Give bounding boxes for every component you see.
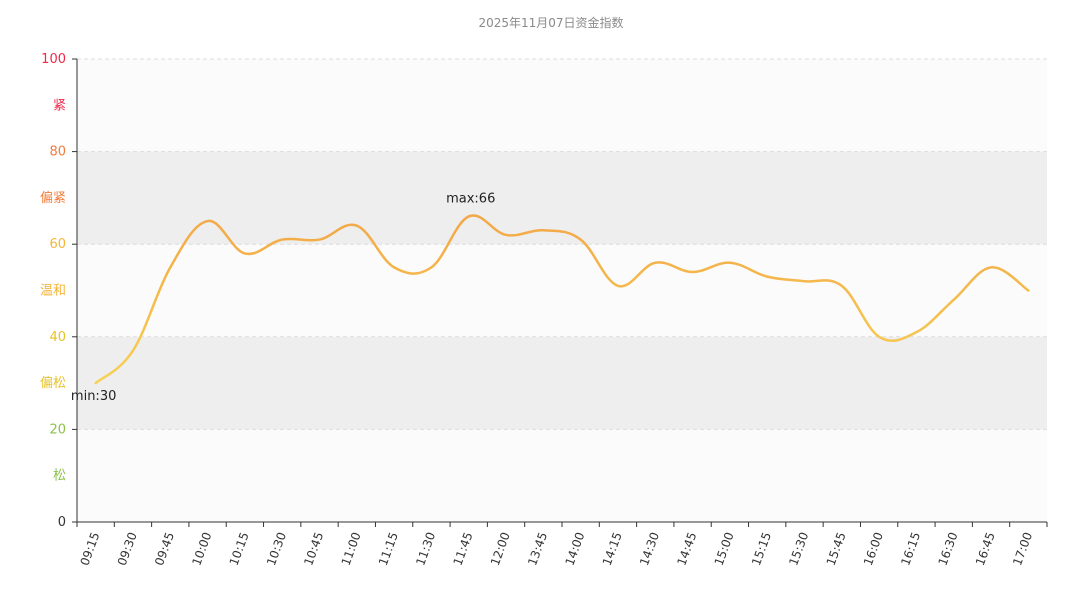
- data-point-16:45: [990, 266, 992, 268]
- y-tick-label-5: 100: [41, 52, 66, 67]
- zone-label-4: 紧: [53, 98, 66, 113]
- data-point-11:15: [393, 266, 395, 268]
- data-point-10:45: [318, 238, 320, 240]
- y-axis-ticks: 0 20 40 60 80 100: [41, 52, 77, 530]
- x-tick-label-20: 15:45: [824, 530, 849, 567]
- annotations: max:66 min:30: [71, 191, 495, 404]
- zone-labels: 松 偏松 温和 偏紧 紧: [40, 98, 66, 483]
- x-tick-label-23: 16:30: [936, 530, 961, 567]
- data-point-11:45: [468, 215, 470, 217]
- data-point-16:00: [878, 336, 880, 338]
- zone-label-2: 温和: [40, 284, 66, 299]
- x-tick-label-11: 12:00: [488, 530, 513, 567]
- data-point-15:45: [841, 285, 843, 287]
- x-tick-label-18: 15:15: [749, 530, 774, 567]
- zone-label-3: 偏紧: [40, 191, 66, 206]
- y-tick-label-2: 40: [49, 330, 66, 345]
- data-point-12:00: [505, 234, 507, 236]
- band-4: [77, 59, 1047, 152]
- x-tick-label-4: 10:15: [227, 530, 252, 567]
- x-tick-label-21: 16:00: [861, 530, 886, 567]
- data-point-11:00: [356, 224, 358, 226]
- band-0: [77, 429, 1047, 522]
- x-tick-label-8: 11:15: [376, 530, 401, 567]
- data-point-09:30: [132, 349, 134, 351]
- data-point-09:45: [169, 266, 171, 268]
- series-line: [94, 214, 1030, 385]
- x-tick-label-1: 09:30: [115, 530, 140, 567]
- x-tick-label-13: 14:00: [562, 530, 587, 567]
- y-tick-label-4: 80: [49, 145, 66, 160]
- data-point-15:00: [729, 262, 731, 264]
- x-tick-label-16: 14:45: [674, 530, 699, 567]
- x-tick-label-5: 10:30: [264, 530, 289, 567]
- min-annotation: min:30: [71, 389, 116, 404]
- band-1: [77, 336, 1047, 430]
- y-tick-label-1: 20: [49, 422, 66, 437]
- data-point-10:15: [244, 252, 246, 254]
- background-bands: [77, 59, 1047, 522]
- data-point-14:15: [617, 285, 619, 287]
- data-point-11:30: [430, 266, 432, 268]
- data-point-15:30: [803, 280, 805, 282]
- x-tick-label-6: 10:45: [301, 530, 326, 567]
- y-tick-label-0: 0: [58, 515, 66, 530]
- x-tick-label-12: 13:45: [525, 530, 550, 567]
- x-tick-label-17: 15:00: [712, 530, 737, 567]
- x-tick-label-22: 16:15: [898, 530, 923, 567]
- x-tick-label-0: 09:15: [77, 530, 102, 567]
- x-tick-label-14: 14:15: [600, 530, 625, 567]
- series-layer: [94, 214, 1030, 385]
- x-axis-ticks: 09:15 09:30 09:45 10:00 10:15 10:30 10:45 11:00…: [76, 522, 1048, 568]
- data-point-16:30: [953, 299, 955, 301]
- data-point-10:30: [281, 238, 283, 240]
- data-point-16:15: [915, 331, 917, 333]
- x-tick-label-15: 14:30: [637, 530, 662, 567]
- x-tick-label-3: 10:00: [189, 530, 214, 567]
- zone-label-1: 偏松: [40, 376, 66, 391]
- x-tick-label-19: 15:30: [786, 530, 811, 567]
- x-tick-label-24: 16:45: [973, 530, 998, 567]
- x-tick-label-25: 17:00: [1010, 530, 1035, 567]
- gridlines: [77, 58, 1047, 430]
- data-point-14:00: [579, 238, 581, 240]
- x-tick-label-2: 09:45: [152, 530, 177, 567]
- data-point-10:00: [206, 220, 208, 222]
- data-point-17:00: [1027, 289, 1029, 291]
- x-tick-label-10: 11:45: [451, 530, 476, 567]
- band-3: [77, 151, 1047, 245]
- max-annotation: max:66: [446, 191, 495, 206]
- band-2: [77, 244, 1047, 337]
- data-point-14:45: [691, 271, 693, 273]
- data-point-09:15: [94, 382, 96, 384]
- zone-label-0: 松: [53, 469, 66, 484]
- data-point-15:15: [766, 275, 768, 277]
- data-point-14:30: [654, 262, 656, 264]
- data-point-13:45: [542, 229, 544, 231]
- x-tick-label-7: 11:00: [339, 530, 364, 567]
- x-tick-label-9: 11:30: [413, 530, 438, 567]
- y-tick-label-3: 60: [49, 237, 66, 252]
- chart-title: 2025年11月07日资金指数: [478, 15, 623, 30]
